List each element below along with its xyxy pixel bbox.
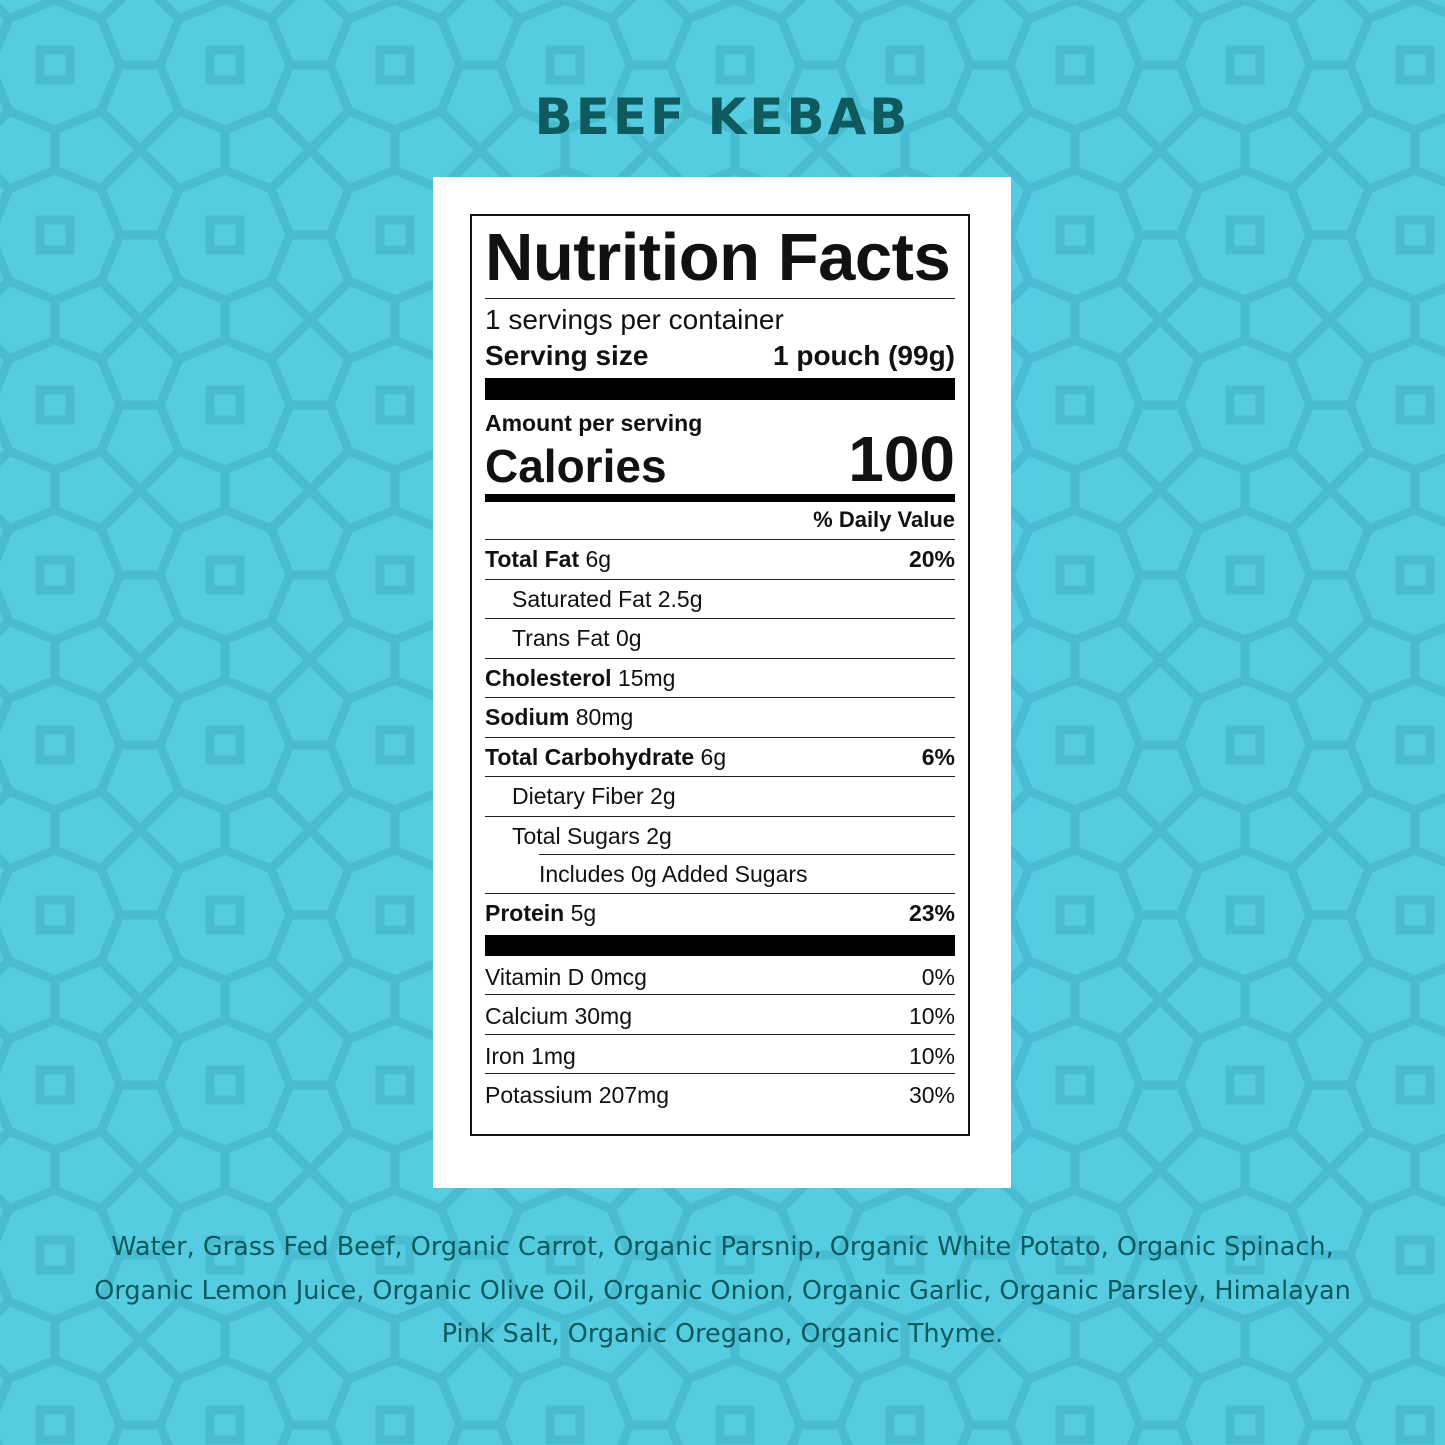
vitamin-dv: 30% xyxy=(908,1082,955,1108)
nutrition-panel: Nutrition Facts 1 servings per container… xyxy=(433,177,1011,1188)
nutrition-facts-label: Nutrition Facts 1 servings per container… xyxy=(470,214,970,1136)
servings-per-container: 1 servings per container xyxy=(485,304,784,335)
divider xyxy=(485,298,955,299)
nutrient-name: Includes 0g Added Sugars xyxy=(539,860,808,887)
ingredients-list: Water, Grass Fed Beef, Organic Carrot, O… xyxy=(94,1232,1351,1349)
vitamin-name: Vitamin D 0mcg xyxy=(485,963,647,990)
vitamin-dv: 0% xyxy=(921,963,955,990)
nutrient-row-added-sugars: Includes 0g Added Sugars xyxy=(485,855,955,894)
vitamin-row-vitamin-d: Vitamin D 0mcg 0% xyxy=(485,956,955,995)
nutrient-name: Total Carbohydrate xyxy=(485,743,695,770)
nutrient-amount: 0g xyxy=(615,625,642,651)
vitamin-name: Potassium 207mg xyxy=(485,1082,670,1108)
thick-divider xyxy=(485,378,955,400)
nutrient-name: Total Sugars xyxy=(512,822,640,849)
nutrient-dv: 23% xyxy=(908,900,955,926)
medium-divider xyxy=(485,494,955,502)
nutrient-amount: 6g xyxy=(700,743,727,770)
nutrient-row-protein: Protein 5g 23% xyxy=(485,894,955,933)
nutrient-name: Total Fat xyxy=(485,546,580,572)
calories-value: 100 xyxy=(848,423,955,495)
nutrient-name: Trans Fat xyxy=(512,625,610,651)
nutrient-name: Cholesterol xyxy=(485,664,612,691)
nutrient-row-dietary-fiber: Dietary Fiber 2g xyxy=(485,777,955,817)
amount-per-serving: Amount per serving xyxy=(485,410,703,436)
vitamin-row-iron: Iron 1mg 10% xyxy=(485,1035,955,1074)
nutrition-facts-title: Nutrition Facts xyxy=(485,220,951,295)
product-title: BEEF KEBAB xyxy=(534,88,911,146)
nutrient-row-cholesterol: Cholesterol 15mg xyxy=(485,659,955,698)
serving-size-value: 1 pouch (99g) xyxy=(772,340,955,371)
nutrient-amount: 15mg xyxy=(617,664,676,691)
calories-label: Calories xyxy=(485,440,667,492)
vitamin-row-potassium: Potassium 207mg 30% xyxy=(485,1074,955,1113)
vitamin-list: Vitamin D 0mcg 0% Calcium 30mg 10% Iron 1m… xyxy=(485,956,955,1113)
nutrient-row-sodium: Sodium 80mg xyxy=(485,698,955,738)
nutrient-amount: 2g xyxy=(646,822,672,849)
nutrient-amount: 2g xyxy=(650,783,676,809)
daily-value-header: % Daily Value xyxy=(485,502,955,540)
nutrient-amount: 6g xyxy=(585,546,612,572)
nutrient-amount: 5g xyxy=(570,900,597,926)
nutrient-name: Sodium xyxy=(485,704,570,730)
nutrient-row-total-carbohydrate: Total Carbohydrate 6g 6% xyxy=(485,738,955,777)
nutrient-list: Total Fat 6g 20% Saturated Fat 2.5g Trans… xyxy=(485,540,955,933)
nutrient-name: Dietary Fiber xyxy=(512,783,644,809)
calories-row: Calories 100 xyxy=(485,426,955,492)
nutrient-row-total-sugars: Total Sugars 2g xyxy=(512,817,955,856)
nutrient-dv: 20% xyxy=(908,546,955,572)
nutrient-row-saturated-fat: Saturated Fat 2.5g xyxy=(485,580,955,619)
vitamin-dv: 10% xyxy=(908,1003,955,1029)
vitamin-dv: 10% xyxy=(908,1042,955,1069)
nutrient-amount: 2.5g xyxy=(657,585,703,612)
nutrient-dv: 6% xyxy=(921,743,955,770)
serving-size-row: Serving size 1 pouch (99g) xyxy=(485,338,955,374)
vitamin-name: Iron 1mg xyxy=(485,1042,576,1069)
vitamin-name: Calcium 30mg xyxy=(485,1003,632,1029)
divider xyxy=(539,853,955,855)
nutrient-row-total-fat: Total Fat 6g 20% xyxy=(485,540,955,580)
vitamin-row-calcium: Calcium 30mg 10% xyxy=(485,995,955,1035)
nutrient-row-trans-fat: Trans Fat 0g xyxy=(485,619,955,659)
nutrient-name: Saturated Fat xyxy=(512,585,652,612)
serving-size-label: Serving size xyxy=(485,340,649,371)
nutrient-amount: 80mg xyxy=(575,704,634,730)
nutrient-name: Protein xyxy=(485,900,565,926)
thick-divider xyxy=(485,934,955,956)
